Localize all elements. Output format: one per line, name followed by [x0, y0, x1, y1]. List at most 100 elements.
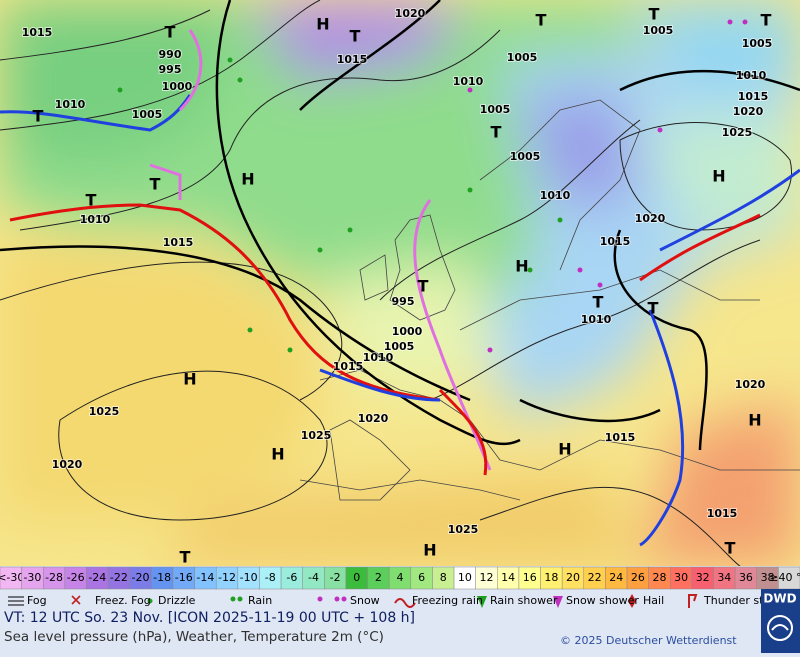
- dwd-logo: DWD: [761, 589, 800, 653]
- isobar-label: 1000: [392, 325, 423, 338]
- isobar-label: 1005: [507, 51, 538, 64]
- scale-label: 8: [440, 571, 447, 584]
- scale-label: -24: [88, 571, 106, 584]
- pressure-system: H: [241, 170, 254, 189]
- scale-label: 2: [375, 571, 382, 584]
- pressure-system: T: [725, 539, 736, 558]
- weather-legend: Fog Freez. Fog Drizzle Rain Snow Freezing rai…: [0, 590, 800, 612]
- isobar-label: 1025: [89, 405, 120, 418]
- scale-label: -14: [196, 571, 214, 584]
- weather-legend-label: Fog: [27, 594, 47, 607]
- description: Sea level pressure (hPa), Weather, Tempe…: [4, 629, 384, 645]
- isobar-label: 1015: [738, 90, 769, 103]
- pressure-system: T: [180, 548, 191, 567]
- isobar-label: 1025: [448, 523, 479, 536]
- pressure-system: T: [165, 23, 176, 42]
- isobar-label: 1025: [301, 429, 332, 442]
- copyright: © 2025 Deutscher Wetterdienst: [560, 634, 737, 647]
- scale-label: -28: [45, 571, 63, 584]
- pressure-system: T: [536, 11, 547, 30]
- scale-label: 18: [544, 571, 558, 584]
- isobar-label: 1010: [80, 213, 111, 226]
- isobar-label: 995: [392, 295, 415, 308]
- isobar-label: 995: [159, 63, 182, 76]
- scale-label: 6: [418, 571, 425, 584]
- main-isobars: [0, 0, 800, 451]
- pressure-system: H: [316, 15, 329, 34]
- isobar-label: 1005: [643, 24, 674, 37]
- weather-legend-label: Hail: [643, 594, 664, 607]
- scale-label: 36: [739, 571, 753, 584]
- precip-symbols: [117, 57, 563, 353]
- isobar-label: 1015: [22, 26, 53, 39]
- pressure-system: H: [183, 370, 196, 389]
- pressure-system: T: [648, 299, 659, 318]
- weather-legend-label: Rain: [248, 594, 272, 607]
- scale-label: 38: [761, 571, 775, 584]
- isobar-label: 1005: [480, 103, 511, 116]
- isobar-label: 1015: [333, 360, 364, 373]
- scale-label: 16: [523, 571, 537, 584]
- scale-label: -26: [67, 571, 85, 584]
- isobar-label: 1020: [52, 458, 83, 471]
- scale-label: 4: [397, 571, 404, 584]
- isobar-label: 1010: [55, 98, 86, 111]
- isobar-label: 1010: [453, 75, 484, 88]
- scale-label: 12: [479, 571, 493, 584]
- scale-label: 20: [566, 571, 580, 584]
- pressure-system: H: [558, 440, 571, 459]
- isobar-label: 990: [159, 48, 182, 61]
- logo-text: DWD: [763, 592, 796, 606]
- scale-label: -18: [153, 571, 171, 584]
- isobar-label: 1010: [363, 351, 394, 364]
- isobar-label: 1005: [510, 150, 541, 163]
- valid-time: VT: 12 UTC So. 23 Nov. [ICON 2025-11-19 …: [4, 610, 415, 626]
- scale-label: 22: [588, 571, 602, 584]
- scale-label: ≥40 °C: [769, 571, 800, 584]
- scale-label: -22: [110, 571, 128, 584]
- scale-label: -16: [175, 571, 193, 584]
- pressure-system: T: [593, 293, 604, 312]
- isobar-label: 1005: [742, 37, 773, 50]
- scale-label: <-30: [0, 571, 24, 584]
- weather-legend-label: Drizzle: [158, 594, 196, 607]
- isobar-label: 1005: [132, 108, 163, 121]
- scale-label: 24: [609, 571, 623, 584]
- scale-label: 10: [458, 571, 472, 584]
- scale-label: 34: [717, 571, 731, 584]
- scale-label: -10: [240, 571, 258, 584]
- weather-legend-label: Snow: [350, 594, 380, 607]
- scale-label: 0: [353, 571, 360, 584]
- weather-legend-label: Freezing rain: [412, 594, 483, 607]
- map-labels: 1015990995100010051010101010151020101510…: [21, 5, 774, 567]
- isobar-label: 1005: [384, 340, 415, 353]
- scale-label: 30: [674, 571, 688, 584]
- isobar-label: 1000: [162, 80, 193, 93]
- isobar-label: 1020: [735, 378, 766, 391]
- isobar-label: 1015: [337, 53, 368, 66]
- scale-label: 32: [696, 571, 710, 584]
- pressure-system: H: [712, 167, 725, 186]
- scale-label: 14: [501, 571, 515, 584]
- isobar-label: 1025: [722, 126, 753, 139]
- isobar-label: 1015: [600, 235, 631, 248]
- scale-label: 28: [652, 571, 666, 584]
- isobar-label: 1020: [733, 105, 764, 118]
- scale-label: -20: [132, 571, 150, 584]
- isobar-label: 1010: [540, 189, 571, 202]
- map: 1015990995100010051010101010151020101510…: [0, 0, 800, 567]
- snow-symbols: [467, 19, 748, 353]
- temperature-scale: <-30 -30 -28 -26 -24 -22 -20 -18 -16 -14 -12 -10 -8-…: [0, 566, 800, 590]
- isobar-label: 1020: [395, 7, 426, 20]
- pressure-system: T: [649, 5, 660, 24]
- pressure-system: H: [748, 411, 761, 430]
- pressure-system: H: [271, 445, 284, 464]
- scale-label: -12: [218, 571, 236, 584]
- pressure-system: T: [350, 27, 361, 46]
- scale-label: -2: [330, 571, 341, 584]
- weather-legend-label: Snow shower: [566, 594, 639, 607]
- pressure-system: T: [418, 277, 429, 296]
- pressure-system: T: [86, 191, 97, 210]
